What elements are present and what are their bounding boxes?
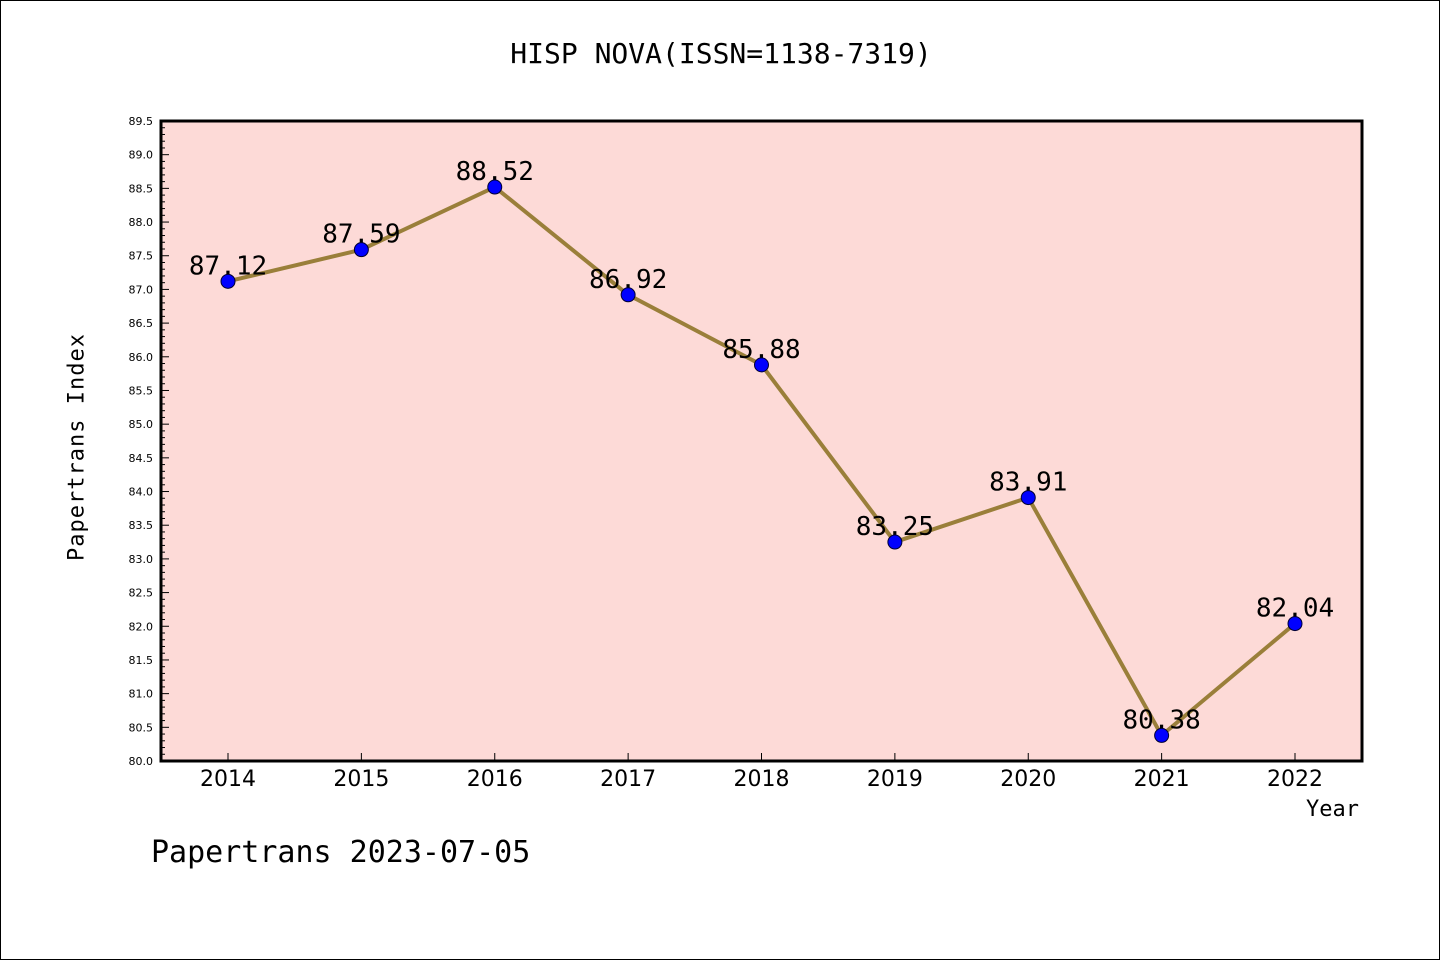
x-tick-label: 2014 bbox=[200, 767, 256, 792]
y-tick-label: 87.0 bbox=[129, 283, 154, 296]
y-tick-label: 80.0 bbox=[129, 755, 154, 768]
x-tick-label: 2019 bbox=[867, 767, 923, 792]
y-tick-label: 84.0 bbox=[129, 486, 154, 499]
data-point bbox=[887, 534, 903, 550]
y-tick-label: 89.5 bbox=[129, 115, 154, 128]
y-tick-label: 85.0 bbox=[129, 418, 154, 431]
data-point bbox=[1287, 616, 1303, 632]
x-tick-label: 2017 bbox=[600, 767, 656, 792]
y-tick-label: 82.0 bbox=[129, 620, 154, 633]
y-tick-label: 81.0 bbox=[129, 688, 154, 701]
footer-credit: Papertrans 2023-07-05 bbox=[151, 835, 531, 870]
y-tick-label: 83.0 bbox=[129, 553, 154, 566]
data-point bbox=[1154, 727, 1170, 743]
y-tick-label: 86.5 bbox=[129, 317, 154, 330]
y-tick-label: 89.0 bbox=[129, 149, 154, 162]
plot-border bbox=[159, 119, 1364, 763]
y-tick-label: 88.0 bbox=[129, 216, 154, 229]
plot-background bbox=[161, 121, 1362, 761]
y-tick-label: 85.5 bbox=[129, 384, 154, 397]
y-tick-label: 81.5 bbox=[129, 654, 154, 667]
data-point bbox=[220, 273, 236, 289]
y-tick-label: 88.5 bbox=[129, 182, 154, 195]
y-tick-label: 87.5 bbox=[129, 250, 154, 263]
y-tick-label: 84.5 bbox=[129, 452, 154, 465]
x-tick-label: 2015 bbox=[333, 767, 389, 792]
data-point bbox=[353, 242, 369, 258]
data-point bbox=[1020, 490, 1036, 506]
x-axis-label: Year bbox=[1306, 797, 1359, 822]
y-tick-label: 80.5 bbox=[129, 721, 154, 734]
data-point bbox=[620, 287, 636, 303]
data-point bbox=[754, 357, 769, 373]
chart-title: HISP NOVA(ISSN=1138-7319) bbox=[510, 37, 932, 70]
x-tick-label: 2022 bbox=[1267, 767, 1323, 792]
y-tick-label: 86.0 bbox=[129, 351, 154, 364]
y-tick-label: 82.5 bbox=[129, 587, 154, 600]
x-tick-label: 2021 bbox=[1134, 767, 1190, 792]
y-tick-label: 83.5 bbox=[129, 519, 154, 532]
data-point bbox=[487, 179, 503, 195]
x-tick-label: 2016 bbox=[467, 767, 523, 792]
x-tick-label: 2020 bbox=[1000, 767, 1056, 792]
x-tick-label: 2018 bbox=[734, 767, 790, 792]
